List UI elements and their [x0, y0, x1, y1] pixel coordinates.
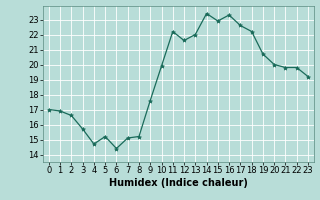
X-axis label: Humidex (Indice chaleur): Humidex (Indice chaleur): [109, 178, 248, 188]
